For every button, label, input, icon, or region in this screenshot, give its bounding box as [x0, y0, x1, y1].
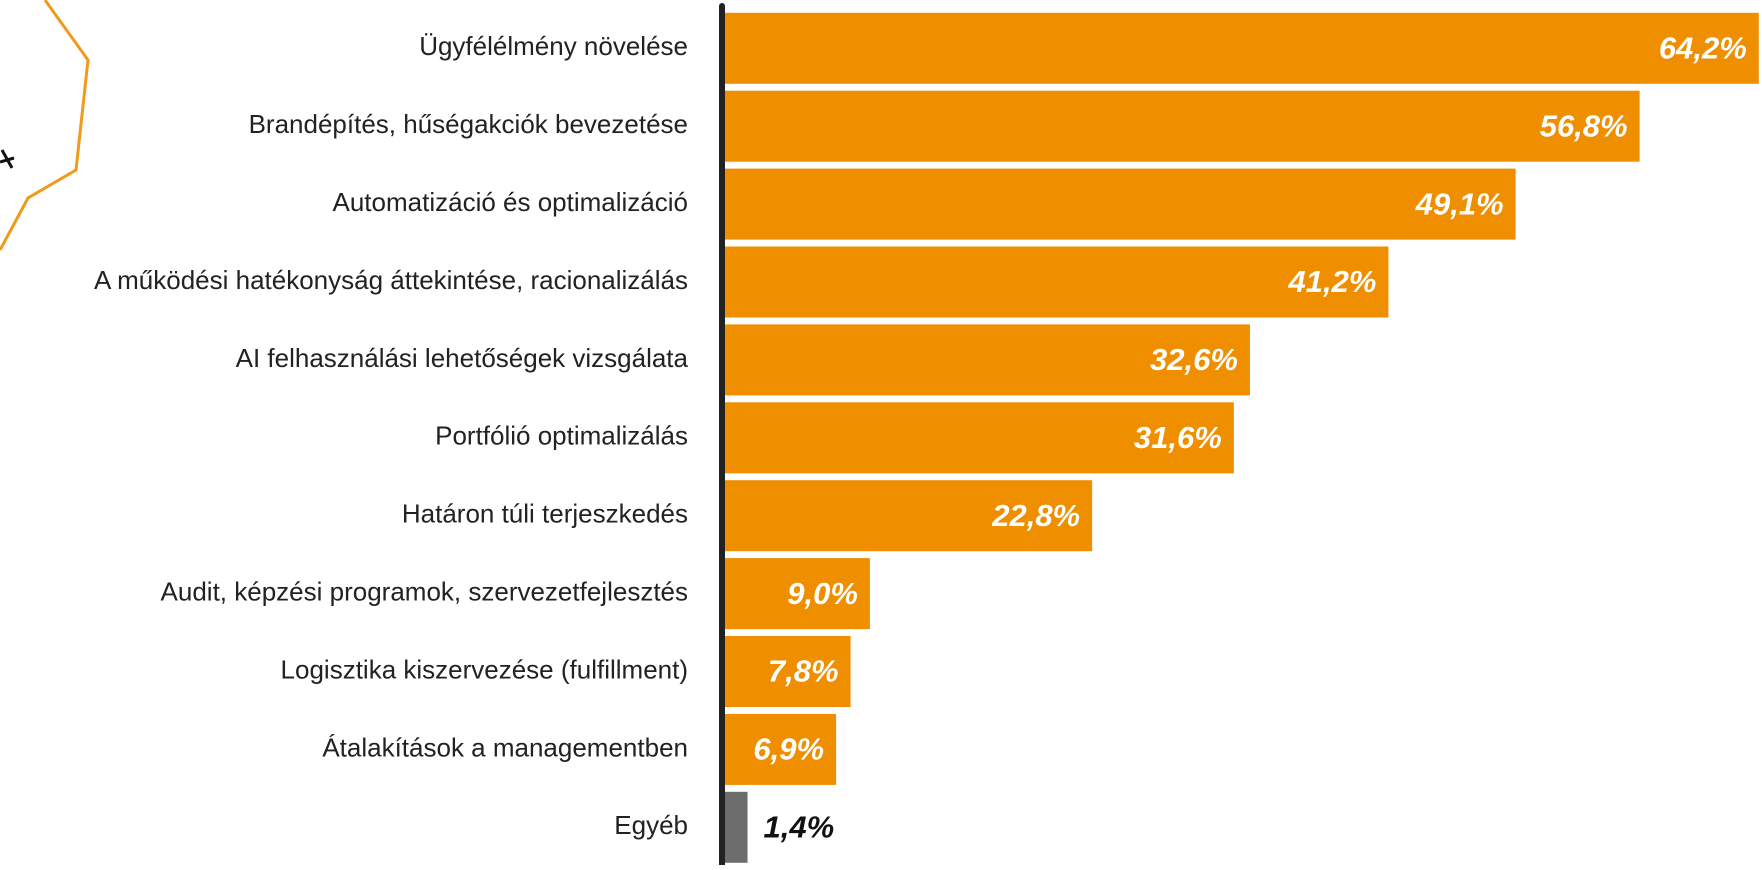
category-label: Audit, képzési programok, szervezetfejle…	[161, 576, 688, 606]
value-label: 64,2%	[1659, 30, 1747, 65]
category-label: Portfólió optimalizálás	[435, 421, 688, 451]
decoration-star	[0, 0, 90, 251]
value-label: 1,4%	[764, 809, 835, 844]
value-label: 56,8%	[1540, 108, 1628, 143]
category-label: A működési hatékonyság áttekintése, raci…	[94, 265, 688, 295]
value-label: 41,2%	[1288, 264, 1377, 299]
value-label: 6,9%	[753, 732, 824, 767]
category-label: Automatizáció és optimalizáció	[333, 187, 689, 217]
value-label: 32,6%	[1150, 342, 1238, 377]
bar	[725, 558, 870, 630]
bar	[725, 480, 1093, 552]
value-label: 31,6%	[1134, 420, 1222, 455]
category-label: Átalakítások a managementben	[322, 732, 688, 762]
bar	[725, 402, 1234, 474]
category-label: Brandépítés, hűségakciók bevezetése	[249, 109, 688, 139]
bar	[725, 324, 1250, 396]
category-label: Határon túli terjeszkedés	[402, 499, 688, 529]
value-label: 22,8%	[991, 498, 1080, 533]
value-label: 49,1%	[1415, 186, 1504, 221]
value-label: 7,8%	[768, 654, 839, 689]
category-label: Ügyfélélmény növelése	[419, 31, 688, 61]
bar	[725, 168, 1516, 240]
bar	[725, 246, 1389, 318]
bar	[725, 12, 1759, 84]
category-label: Egyéb	[614, 810, 688, 840]
bar	[725, 636, 851, 707]
bar	[725, 90, 1640, 162]
bar	[725, 713, 837, 785]
decoration-mark	[0, 149, 15, 169]
category-label: Logisztika kiszervezése (fulfillment)	[281, 654, 688, 684]
value-label: 9,0%	[787, 576, 858, 611]
bar	[725, 791, 748, 863]
category-label: AI felhasználási lehetőségek vizsgálata	[236, 343, 689, 373]
